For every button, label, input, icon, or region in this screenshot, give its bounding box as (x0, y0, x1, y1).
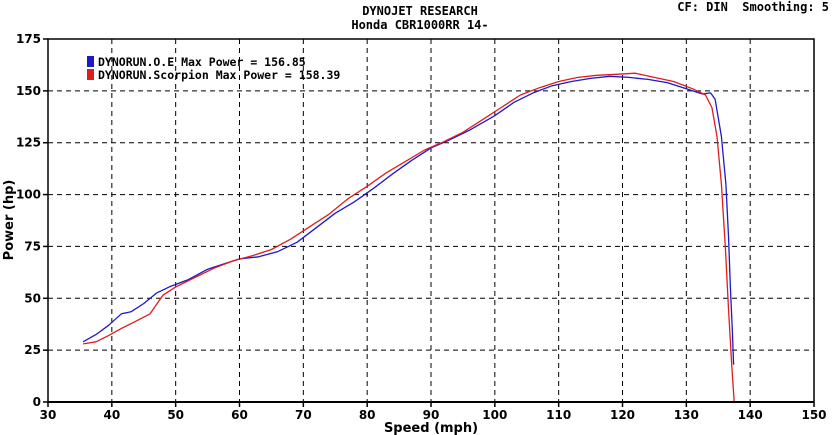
y-tick-label: 25 (24, 343, 41, 357)
x-tick-label: 120 (610, 408, 635, 422)
y-tick-label: 0 (33, 395, 41, 409)
x-tick-label: 40 (103, 408, 120, 422)
y-tick-label: 50 (24, 291, 41, 305)
series-line-1 (82, 72, 735, 403)
x-tick-label: 60 (231, 408, 248, 422)
x-tick-label: 130 (674, 408, 699, 422)
y-tick-label: 100 (16, 188, 41, 202)
x-tick-label: 100 (482, 408, 507, 422)
y-tick-label: 175 (16, 32, 41, 46)
x-tick-label: 80 (359, 408, 376, 422)
legend-entry-scorpion: DYNORUN.Scorpion Max Power = 158.39 (98, 68, 340, 82)
header-settings: CF: DIN Smoothing: 5 (677, 0, 829, 14)
y-tick-label: 75 (24, 239, 41, 253)
series-group (82, 72, 735, 403)
legend: DYNORUN.O.E Max Power = 156.85 DYNORUN.S… (87, 55, 340, 82)
y-tick-label: 125 (16, 136, 41, 150)
x-axis-label: Speed (mph) (384, 421, 478, 435)
y-axis-label: Power (hp) (2, 180, 17, 261)
x-tick-label: 50 (167, 408, 184, 422)
y-tick-label: 150 (16, 84, 41, 98)
x-tick-label: 140 (738, 408, 763, 422)
x-tick-label: 70 (295, 408, 312, 422)
legend-swatch-oe (87, 56, 94, 67)
x-tick-label: 110 (546, 408, 571, 422)
x-tick-label: 30 (40, 408, 57, 422)
header-vehicle: Honda CBR1000RR 14- (351, 18, 488, 32)
x-tick-label: 150 (801, 408, 826, 422)
legend-entry-oe: DYNORUN.O.E Max Power = 156.85 (98, 55, 306, 69)
axis-ticks: 30 40 50 60 70 80 90 100 110 120 130 140 150 0 25 50 75 1… (16, 32, 827, 422)
legend-swatch-scorpion (87, 69, 94, 80)
header-company: DYNOJET RESEARCH (362, 4, 478, 18)
grid (48, 39, 814, 402)
x-tick-label: 90 (423, 408, 440, 422)
